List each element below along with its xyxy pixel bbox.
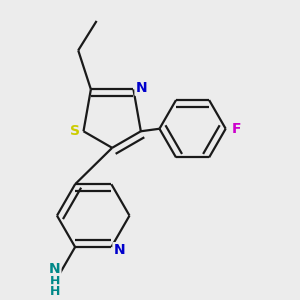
Text: F: F xyxy=(231,122,241,136)
Text: H: H xyxy=(50,285,60,298)
Text: N: N xyxy=(136,81,147,95)
Text: H: H xyxy=(50,275,60,288)
Text: S: S xyxy=(70,124,80,138)
Text: N: N xyxy=(49,262,60,276)
Text: N: N xyxy=(113,243,125,257)
